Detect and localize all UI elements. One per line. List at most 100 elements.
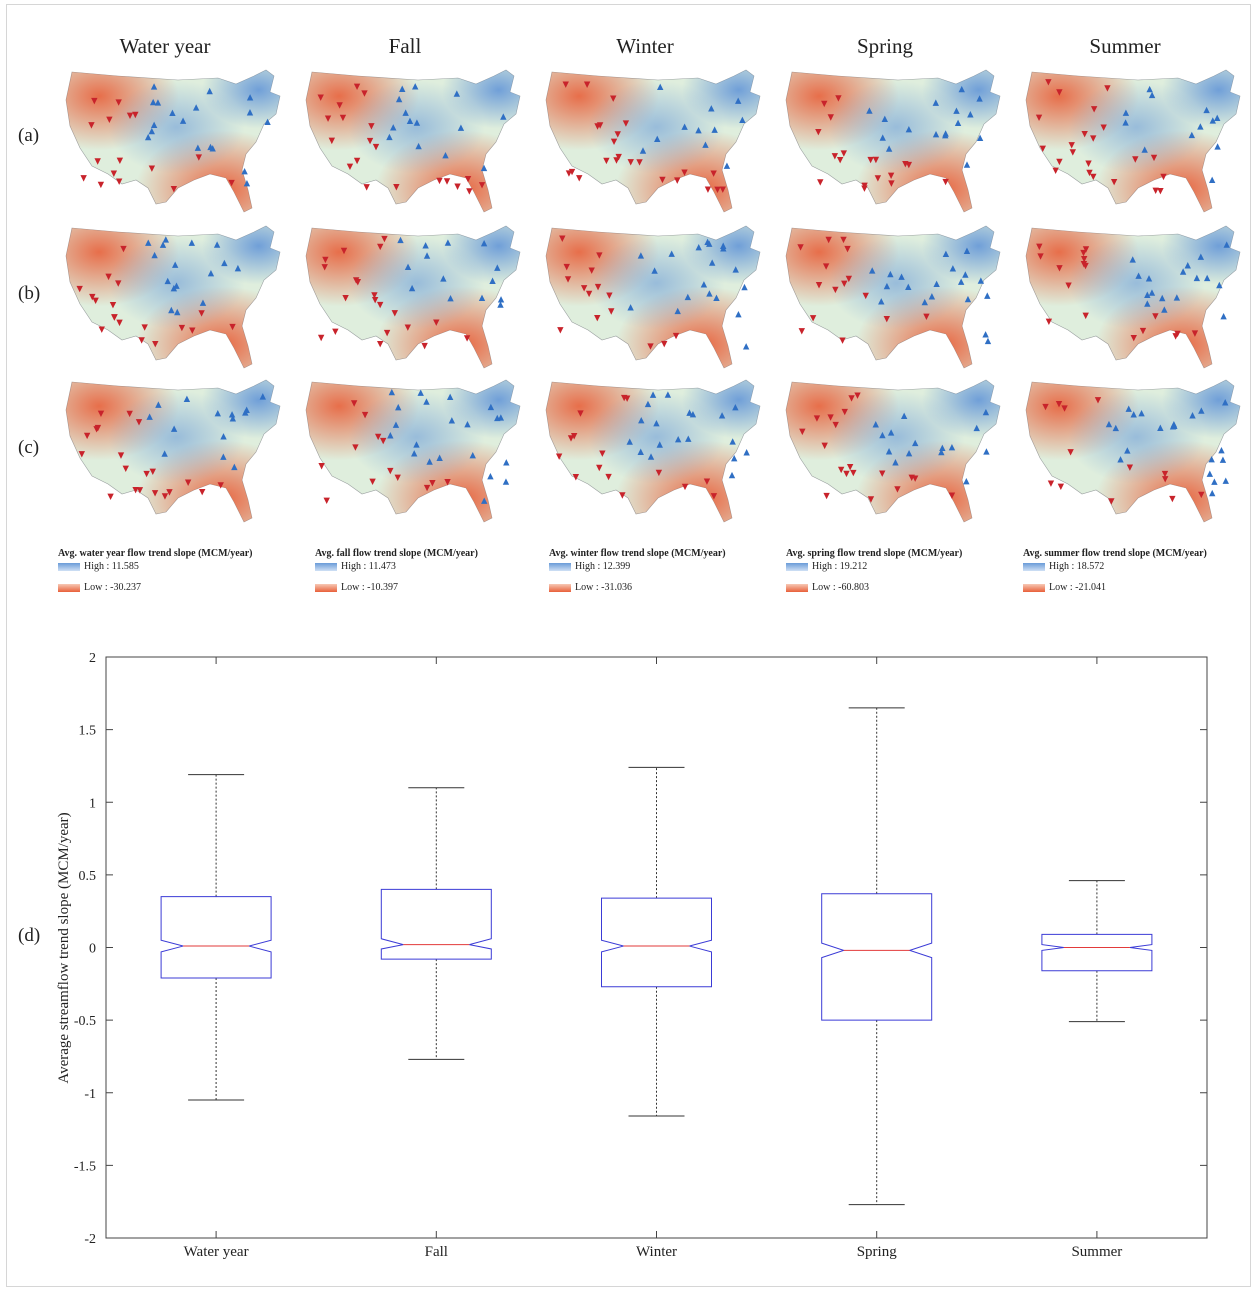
- decreasing-trend-marker: [1150, 154, 1158, 162]
- increasing-trend-marker: [963, 161, 971, 168]
- increasing-trend-marker: [480, 164, 488, 172]
- box-spring: [821, 707, 933, 1206]
- decreasing-trend-marker: [874, 175, 882, 182]
- decreasing-trend-marker: [393, 184, 400, 191]
- decreasing-trend-marker: [336, 102, 343, 109]
- increasing-trend-marker: [1206, 470, 1214, 477]
- decreasing-trend-marker: [1065, 282, 1072, 289]
- legend-high-label: High : 11.585: [84, 561, 139, 572]
- increasing-trend-marker: [464, 421, 471, 428]
- increasing-trend-marker: [234, 264, 242, 272]
- decreasing-trend-marker: [371, 296, 379, 304]
- increasing-trend-marker: [1122, 119, 1129, 126]
- decreasing-trend-marker: [136, 487, 144, 494]
- decreasing-trend-marker: [322, 256, 329, 264]
- us-map-panel: [545, 69, 761, 213]
- increasing-trend-marker: [159, 241, 167, 248]
- increasing-trend-marker: [148, 127, 155, 135]
- increasing-trend-marker: [1193, 274, 1201, 282]
- decreasing-trend-marker: [1036, 243, 1043, 251]
- increasing-trend-marker: [1219, 456, 1227, 463]
- increasing-trend-marker: [220, 433, 227, 440]
- decreasing-trend-marker: [166, 489, 173, 496]
- increasing-trend-marker: [1203, 274, 1211, 282]
- column-title-summer: Summer: [1089, 34, 1161, 58]
- us-map-panel: [1025, 225, 1241, 369]
- increasing-trend-marker: [213, 241, 221, 248]
- decreasing-trend-marker: [674, 177, 681, 184]
- decreasing-trend-marker: [576, 175, 583, 182]
- increasing-trend-marker: [1117, 456, 1124, 463]
- decreasing-trend-marker: [115, 99, 122, 106]
- decreasing-trend-marker: [840, 236, 847, 244]
- increasing-trend-marker: [1216, 281, 1223, 289]
- increasing-trend-marker: [399, 85, 406, 92]
- increasing-trend-marker: [155, 401, 162, 408]
- us-map-panel: [305, 69, 521, 213]
- decreasing-trend-marker: [91, 97, 98, 105]
- legend-title: Avg. summer flow trend slope (MCM/year): [1023, 548, 1207, 559]
- increasing-trend-marker: [392, 421, 400, 428]
- decreasing-trend-marker: [1191, 330, 1199, 337]
- decreasing-trend-marker: [659, 176, 666, 184]
- increasing-trend-marker: [395, 403, 402, 411]
- decreasing-trend-marker: [377, 243, 384, 251]
- decreasing-trend-marker: [353, 83, 361, 91]
- increasing-trend-marker: [928, 293, 936, 300]
- decreasing-trend-marker: [887, 172, 895, 180]
- us-map-panel: [785, 379, 1001, 523]
- decreasing-trend-marker: [843, 470, 850, 478]
- legend-high-label: High : 18.572: [1049, 561, 1105, 572]
- increasing-trend-marker: [192, 104, 200, 111]
- increasing-trend-marker: [1138, 409, 1145, 417]
- decreasing-trend-marker: [827, 414, 834, 421]
- decreasing-trend-marker: [115, 178, 123, 185]
- decreasing-trend-marker: [596, 464, 603, 472]
- increasing-trend-marker: [1184, 262, 1191, 269]
- increasing-trend-marker: [413, 441, 420, 448]
- decreasing-trend-marker: [841, 408, 848, 416]
- decreasing-trend-marker: [363, 184, 370, 191]
- decreasing-trend-marker: [559, 235, 566, 242]
- increasing-trend-marker: [938, 448, 945, 456]
- decreasing-trend-marker: [1090, 106, 1098, 113]
- increasing-trend-marker: [962, 271, 969, 278]
- decreasing-trend-marker: [879, 470, 886, 477]
- decreasing-trend-marker: [195, 154, 203, 161]
- decreasing-trend-marker: [92, 297, 99, 305]
- increasing-trend-marker: [1157, 424, 1164, 431]
- decreasing-trend-marker: [647, 343, 654, 350]
- decreasing-trend-marker: [835, 95, 842, 102]
- decreasing-trend-marker: [366, 137, 374, 145]
- decreasing-trend-marker: [848, 395, 855, 402]
- decreasing-trend-marker: [94, 424, 102, 432]
- decreasing-trend-marker: [636, 159, 643, 166]
- legend-low-label: Low : -21.041: [1049, 582, 1106, 593]
- decreasing-trend-marker: [228, 179, 235, 187]
- increasing-trend-marker: [706, 290, 713, 297]
- decreasing-trend-marker: [116, 157, 124, 165]
- decreasing-trend-marker: [883, 316, 890, 323]
- decreasing-trend-marker: [98, 326, 105, 333]
- increasing-trend-marker: [1144, 300, 1151, 307]
- box-fall: [380, 787, 492, 1060]
- increasing-trend-marker: [478, 294, 486, 301]
- decreasing-trend-marker: [1100, 124, 1107, 131]
- y-tick-label: 0.5: [79, 869, 97, 884]
- row-label-b: (b): [18, 283, 41, 304]
- increasing-trend-marker: [1222, 477, 1229, 484]
- legend-high-swatch: [786, 563, 808, 571]
- decreasing-trend-marker: [353, 157, 361, 165]
- increasing-trend-marker: [657, 83, 664, 91]
- decreasing-trend-marker: [126, 112, 134, 120]
- decreasing-trend-marker: [217, 482, 224, 489]
- increasing-trend-marker: [457, 124, 465, 131]
- decreasing-trend-marker: [97, 181, 105, 189]
- decreasing-trend-marker: [1152, 187, 1159, 195]
- decreasing-trend-marker: [321, 264, 328, 271]
- decreasing-trend-marker: [361, 90, 368, 97]
- increasing-trend-marker: [221, 259, 228, 267]
- increasing-trend-marker: [720, 245, 727, 252]
- decreasing-trend-marker: [391, 310, 398, 317]
- legend-fall: Avg. fall flow trend slope (MCM/year) Hi…: [315, 548, 545, 594]
